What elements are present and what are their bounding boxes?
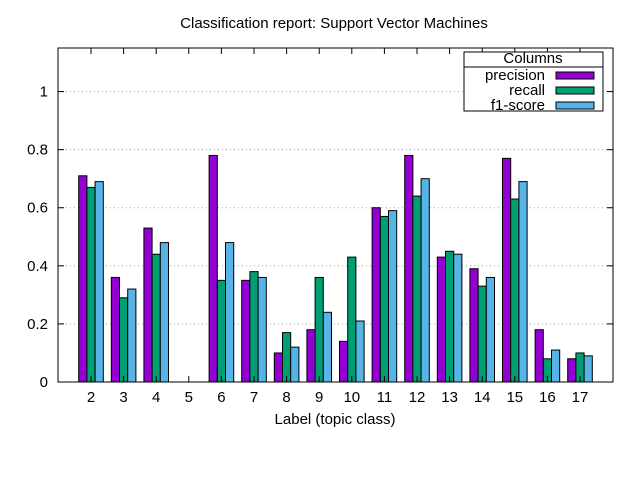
- bar-precision-9: [306, 329, 316, 383]
- x-tick-label: 13: [441, 389, 458, 406]
- bar-precision-16: [534, 329, 544, 383]
- x-tick-label: 2: [87, 389, 95, 406]
- bar-f1-score-3: [127, 288, 137, 383]
- bar-precision-12: [404, 154, 414, 383]
- bar-recall-2: [86, 186, 96, 383]
- legend-swatch-recall: [555, 86, 595, 95]
- x-axis: 2 3 4 5 6 7 8 9 10 11 12 13 14 15 16 17: [87, 48, 589, 406]
- legend-label-f1-score: f1-score: [491, 97, 545, 114]
- bar-f1-score-13: [453, 253, 463, 383]
- bar-f1-score-16: [551, 349, 561, 383]
- bar-f1-score-14: [485, 276, 495, 383]
- x-tick-label: 7: [250, 389, 258, 406]
- bar-recall-12: [412, 195, 422, 383]
- grid: [58, 91, 613, 325]
- x-tick-label: 14: [474, 389, 491, 406]
- bar-precision-17: [567, 358, 577, 383]
- x-axis-label: Label (topic class): [275, 411, 396, 428]
- legend-label-precision: precision: [485, 67, 545, 84]
- legend-label-recall: recall: [509, 82, 545, 99]
- x-tick-label: 3: [119, 389, 127, 406]
- bar-recall-7: [249, 271, 259, 383]
- bars: [78, 154, 593, 383]
- bar-precision-4: [143, 227, 153, 383]
- bar-precision-13: [436, 256, 446, 383]
- bar-recall-4: [151, 253, 161, 383]
- bar-f1-score-7: [257, 276, 267, 383]
- bar-recall-11: [379, 215, 389, 383]
- bar-recall-9: [314, 276, 324, 383]
- bar-precision-14: [469, 268, 479, 383]
- bar-precision-11: [371, 207, 381, 383]
- x-tick-label: 16: [539, 389, 556, 406]
- bar-recall-14: [477, 285, 487, 383]
- bar-precision-10: [339, 340, 349, 383]
- legend-title: Columns: [503, 50, 562, 67]
- bar-f1-score-2: [94, 181, 104, 383]
- bar-f1-score-17: [583, 355, 593, 383]
- bar-f1-score-11: [388, 210, 398, 383]
- x-tick-label: 9: [315, 389, 323, 406]
- bar-precision-7: [241, 279, 251, 383]
- x-tick-label: 11: [377, 389, 393, 406]
- x-tick-label: 12: [409, 389, 426, 406]
- bar-recall-8: [282, 332, 292, 383]
- bar-recall-10: [347, 256, 357, 383]
- plot-frame: [57, 47, 614, 383]
- bar-f1-score-6: [225, 242, 235, 383]
- x-tick-label: 4: [152, 389, 160, 406]
- y-tick-label: 0: [40, 374, 48, 391]
- bar-recall-13: [445, 250, 455, 383]
- y-tick-label: 1: [40, 84, 48, 101]
- bar-f1-score-12: [420, 178, 430, 383]
- x-tick-label: 15: [506, 389, 523, 406]
- bar-f1-score-10: [355, 320, 365, 383]
- chart-title: Classification report: Support Vector Ma…: [180, 15, 488, 32]
- x-tick-label: 17: [572, 389, 589, 406]
- y-tick-label: 0.4: [27, 258, 48, 275]
- y-tick-label: 0.6: [27, 200, 48, 217]
- x-tick-label: 5: [185, 389, 193, 406]
- bar-precision-8: [273, 352, 283, 383]
- bar-f1-score-9: [322, 311, 332, 383]
- bar-precision-15: [502, 157, 512, 383]
- y-axis: 0 0.2 0.4 0.6 0.8 1: [27, 84, 613, 391]
- bar-f1-score-8: [290, 346, 300, 383]
- bar-recall-6: [216, 279, 227, 383]
- legend-swatch-precision: [555, 71, 595, 80]
- bar-f1-score-4: [159, 242, 170, 383]
- bar-recall-3: [119, 297, 129, 383]
- bar-precision-2: [78, 175, 88, 383]
- y-tick-label: 0.2: [27, 316, 48, 333]
- x-tick-label: 10: [343, 389, 360, 406]
- bar-f1-score-15: [518, 181, 528, 383]
- bar-precision-3: [110, 276, 121, 383]
- x-tick-label: 8: [282, 389, 290, 406]
- x-tick-label: 6: [217, 389, 225, 406]
- bar-precision-6: [208, 154, 218, 383]
- y-tick-label: 0.8: [27, 142, 48, 159]
- legend-swatch-f1-score: [555, 101, 595, 110]
- legend-box: [463, 51, 604, 112]
- bar-recall-15: [510, 198, 520, 383]
